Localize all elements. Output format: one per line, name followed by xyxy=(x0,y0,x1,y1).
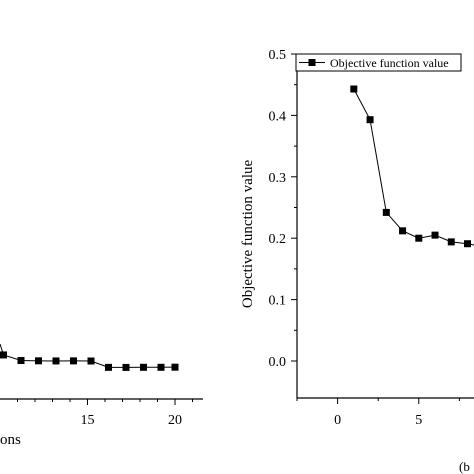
data-point xyxy=(366,116,374,124)
data-point xyxy=(399,227,407,235)
left-data-point xyxy=(171,363,179,371)
left-data-point xyxy=(157,363,165,371)
y-tick-label: 0.0 xyxy=(269,355,287,370)
left-data-point xyxy=(70,357,77,365)
left-series xyxy=(0,343,179,371)
x-tick-label: 5 xyxy=(415,413,422,428)
y-tick-label: 0.3 xyxy=(269,171,287,186)
data-point xyxy=(447,238,455,246)
series-line xyxy=(353,88,474,246)
left-data-point xyxy=(140,363,147,371)
left-panel: 15 20 ons xyxy=(0,343,203,448)
right-y-ticks: 0.0 0.1 0.2 0.3 0.4 0.5 xyxy=(269,48,297,370)
y-tick-label: 0.2 xyxy=(269,232,287,247)
legend: Objective function value xyxy=(295,53,462,72)
data-point xyxy=(382,208,390,216)
left-data-point xyxy=(0,351,7,359)
panel-label: (b xyxy=(459,459,470,474)
data-point xyxy=(350,85,358,93)
data-point xyxy=(415,234,423,242)
left-x-axis-label: ons xyxy=(0,432,21,448)
left-x-ticks: 15 20 xyxy=(17,399,193,428)
left-data-point xyxy=(35,357,42,365)
left-data-point xyxy=(17,357,25,365)
left-data-point xyxy=(52,357,60,365)
left-x-tick-label: 20 xyxy=(168,413,182,428)
left-data-point xyxy=(105,363,112,371)
data-point xyxy=(431,231,439,239)
legend-marker xyxy=(308,59,316,66)
legend-label: Objective function value xyxy=(330,56,449,70)
x-tick-label: 0 xyxy=(334,413,341,428)
y-tick-label: 0.4 xyxy=(269,109,287,124)
right-series xyxy=(350,85,474,248)
left-data-point xyxy=(122,363,130,371)
y-tick-label: 0.1 xyxy=(269,294,287,309)
left-x-tick-label: 15 xyxy=(81,413,95,428)
legend-box xyxy=(295,53,462,72)
y-axis-label: Objective function value xyxy=(240,160,256,309)
data-point xyxy=(464,240,472,248)
y-tick-label: 0.5 xyxy=(269,48,287,63)
left-data-point xyxy=(87,357,95,365)
